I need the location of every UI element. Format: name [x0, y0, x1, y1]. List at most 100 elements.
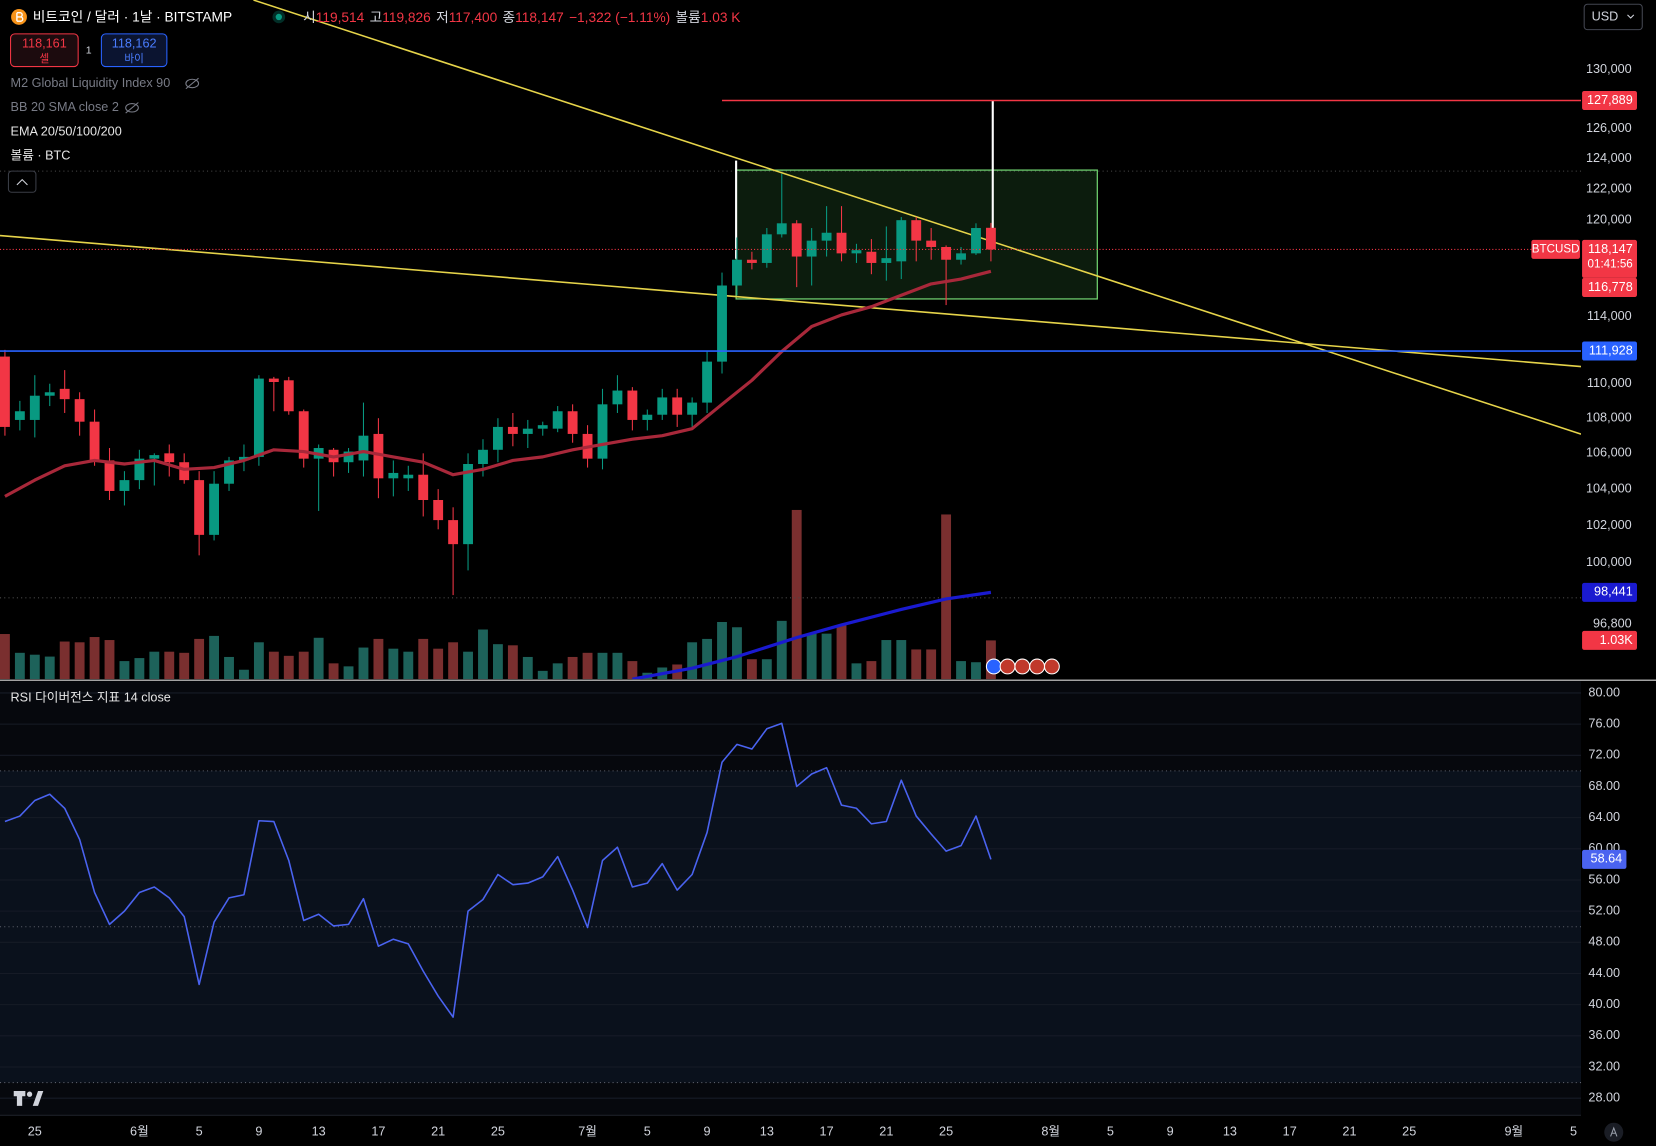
indicator-label[interactable]: BB 20 SMA close 2	[11, 100, 119, 114]
last-price-tag	[1582, 239, 1637, 278]
sell-price[interactable]: 118,161	[22, 37, 67, 51]
spread: 1	[86, 45, 92, 57]
y-tick-label: 104,000	[1586, 481, 1632, 495]
currency-select[interactable]	[1583, 3, 1643, 31]
collapse-icon[interactable]	[16, 178, 28, 186]
volume-bar	[567, 656, 578, 680]
volume-bar	[268, 651, 279, 680]
live-dot	[275, 13, 282, 21]
price-tag	[1582, 582, 1637, 602]
volume-bar	[881, 640, 892, 680]
candle-body	[821, 232, 832, 241]
candle-body	[343, 451, 354, 463]
volume-bar	[851, 663, 862, 680]
price-tag-label: 127,889	[1587, 93, 1633, 107]
candle-body	[971, 228, 981, 254]
volume-bar	[552, 663, 563, 680]
candle-body	[806, 240, 817, 257]
auto-scale-icon[interactable]	[1610, 1126, 1618, 1137]
candle-body	[627, 390, 638, 420]
candle-body	[836, 232, 847, 254]
volume-bar	[298, 651, 309, 680]
candle-body	[926, 240, 937, 247]
dropdown-icon[interactable]	[1627, 14, 1635, 19]
x-tick-label: 8월	[1041, 1125, 1060, 1139]
candle-body	[74, 399, 85, 422]
volume-bar	[283, 655, 294, 680]
rsi-tick-label: 36.00	[1588, 1028, 1620, 1042]
volume-bar	[866, 661, 877, 680]
candle-body	[373, 433, 384, 479]
hidden-icon[interactable]	[185, 77, 200, 90]
volume-bar	[463, 651, 473, 680]
rsi-tick-label: 40.00	[1588, 997, 1620, 1011]
logo-part	[13, 1091, 26, 1106]
price-tag-label: 116,778	[1588, 280, 1633, 294]
candle-body	[642, 414, 653, 420]
indicator-label[interactable]: 볼륨 · BTC	[11, 149, 71, 163]
y-tick-label: 106,000	[1586, 446, 1632, 460]
rsi-title[interactable]: RSI 다이버전스 지표 14 close	[11, 690, 171, 704]
collapse-button[interactable]	[7, 170, 37, 193]
price-tag-label: 98,441	[1594, 585, 1633, 599]
candle-body	[253, 378, 264, 457]
candle-body	[941, 246, 952, 260]
volume-bar	[522, 656, 533, 680]
volume-bar	[14, 652, 25, 680]
currency[interactable]: USD	[1592, 9, 1619, 23]
ohlc-value: 117,400	[449, 10, 498, 25]
x-tick-label: 13	[312, 1125, 326, 1139]
trend-line	[0, 234, 1582, 368]
volume-bar	[433, 648, 444, 680]
logo-part	[26, 1091, 33, 1097]
sell-button[interactable]	[10, 33, 79, 68]
y-tick-label: 110,000	[1587, 376, 1632, 390]
volume-bar	[582, 652, 593, 680]
x-tick-label: 5	[196, 1125, 203, 1139]
ema-200-line	[632, 590, 992, 680]
volume-bar	[448, 642, 459, 680]
logo-part	[32, 1091, 44, 1106]
buy-label[interactable]: 바이	[124, 53, 143, 65]
auto-scale-button[interactable]	[1604, 1122, 1624, 1142]
volume-tag-label: 1.03K	[1600, 633, 1634, 647]
buy-price[interactable]: 118,162	[112, 37, 157, 51]
candle-body	[194, 480, 205, 535]
rsi-tag	[1582, 849, 1627, 869]
volume-bar	[612, 652, 623, 680]
sell-label[interactable]: 셀	[39, 53, 49, 65]
event-icon	[1029, 658, 1046, 675]
candle-body	[702, 361, 713, 403]
x-tick-label: 13	[760, 1125, 774, 1139]
last-price-label: 118,147	[1588, 242, 1633, 256]
ohlc-line: 시119,514 고119,826 저117,400 종118,147 −1,322 (…	[303, 10, 740, 25]
indicator-label[interactable]: EMA 20/50/100/200	[11, 124, 122, 138]
candle-body	[59, 388, 70, 400]
x-tick-label: 17	[820, 1125, 834, 1139]
header: 비트코인 / 달러 · 1날 · BITSTAMP 시119,514 고119,8…	[7, 3, 1643, 704]
price-pane	[0, 0, 1582, 680]
event-icon	[999, 658, 1016, 675]
candle-body	[717, 285, 727, 362]
candle-body	[746, 259, 757, 263]
volume-bar	[806, 633, 817, 680]
symbol-tag-label: BTCUSD	[1532, 242, 1580, 255]
buy-button[interactable]	[100, 33, 168, 68]
ohlc-value: 119,826	[382, 10, 431, 25]
candle-body	[119, 480, 130, 491]
volume-bar	[209, 635, 220, 680]
candle-body	[597, 404, 608, 459]
candle-body	[29, 395, 40, 420]
candle-body	[283, 380, 294, 412]
x-tick-label: 21	[1342, 1125, 1356, 1139]
indicator-label[interactable]: M2 Global Liquidity Index 90	[11, 76, 171, 90]
candle-body	[179, 462, 190, 481]
volume-bar	[239, 669, 249, 680]
event-icon	[985, 658, 1002, 675]
symbol-title: 비트코인 / 달러 · 1날 · BITSTAMP	[33, 10, 232, 25]
hidden-icon[interactable]	[125, 102, 139, 114]
y-tick-label: 108,000	[1586, 411, 1632, 425]
y-tick-label: 124,000	[1586, 151, 1632, 165]
volume-key: 볼륨	[676, 10, 701, 25]
volume-bar	[732, 627, 742, 680]
